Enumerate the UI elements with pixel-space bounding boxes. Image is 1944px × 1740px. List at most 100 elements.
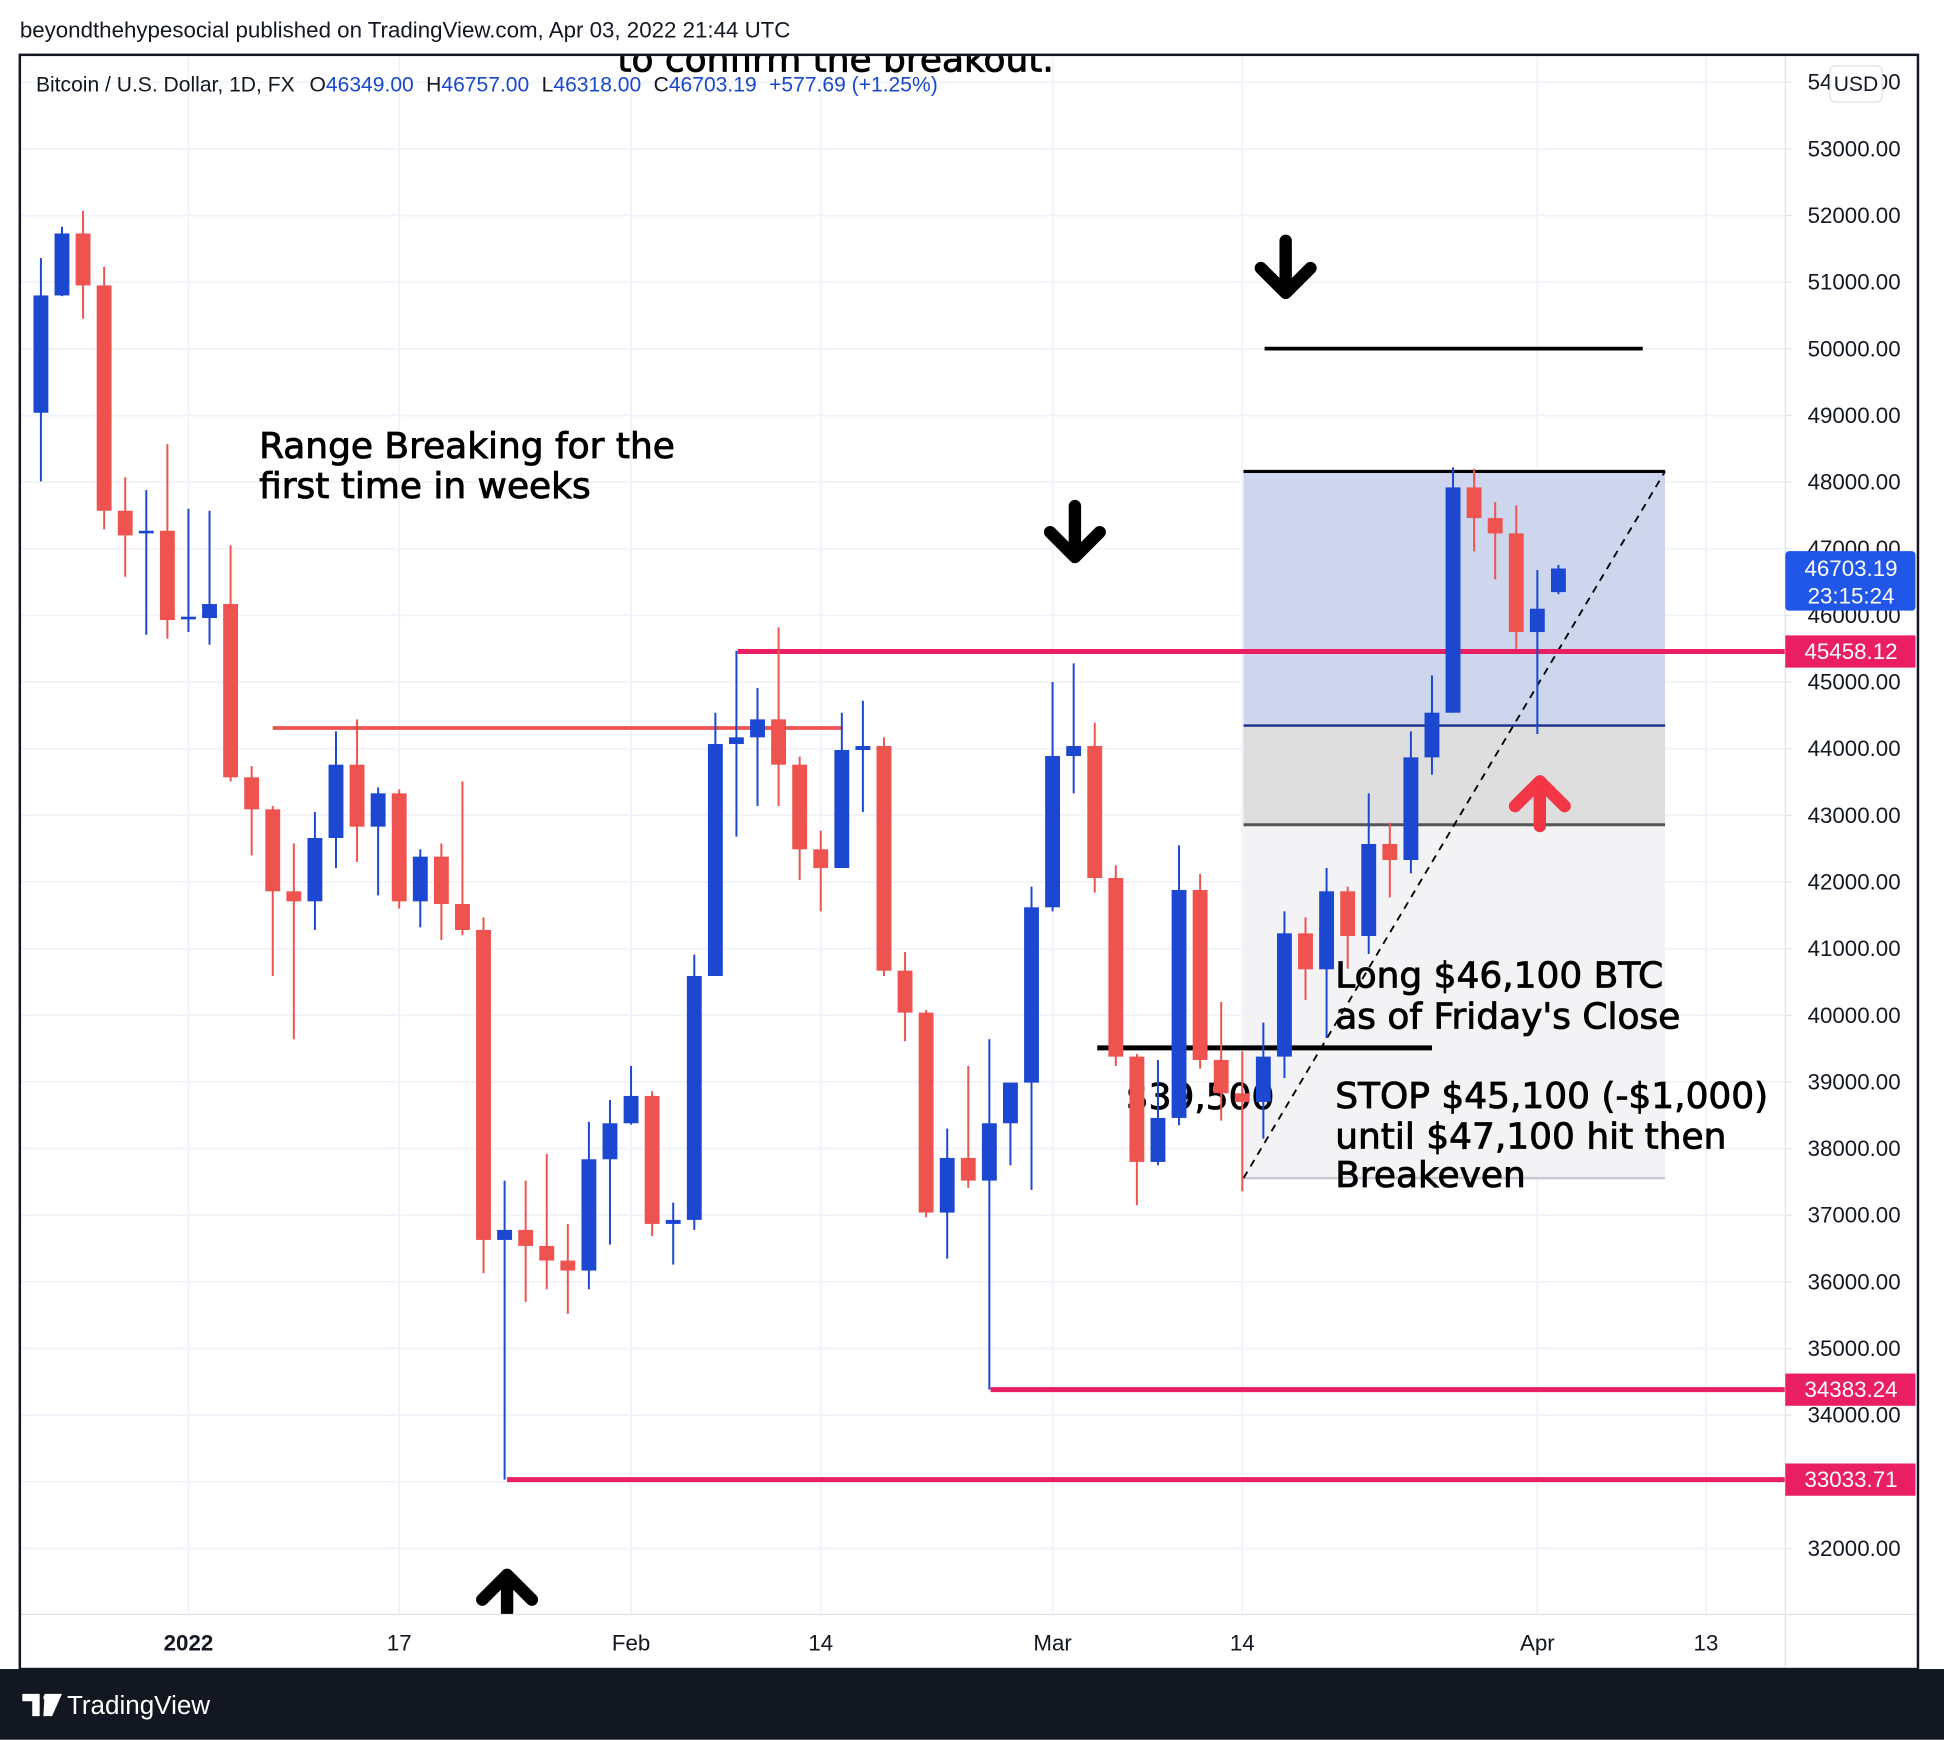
last-price-label: 46703.19 (1805, 556, 1898, 581)
arrows (476, 234, 1571, 1615)
candle-body (939, 1157, 955, 1213)
candle-body (644, 1095, 660, 1224)
ohlc-value: 46318.00 (553, 73, 641, 96)
candle-body (729, 737, 744, 745)
candle-body (1550, 568, 1566, 593)
down-arrow (1254, 234, 1317, 300)
y-tick-label: 45000.00 (1808, 670, 1901, 695)
candle-body (813, 849, 829, 868)
x-tick-label: 14 (1230, 1631, 1255, 1656)
ohlc-value: 46703.19 (669, 73, 757, 96)
candle-body (370, 793, 386, 827)
candle-body (307, 837, 323, 902)
candle-body (1382, 843, 1398, 860)
candle-body (707, 744, 723, 976)
candle-body (855, 746, 871, 751)
candle-body (686, 975, 702, 1220)
levels (507, 649, 1786, 1483)
candle-body (1298, 933, 1313, 970)
y-tick-label: 49000.00 (1808, 403, 1901, 428)
change: +577.69 (+1.25%) (769, 73, 938, 96)
candle-body (1171, 889, 1187, 1118)
y-tick-label: 43000.00 (1808, 803, 1901, 828)
annotation: as of Friday's Close (1335, 996, 1680, 1037)
candle-body (476, 929, 491, 1240)
annotation: Long $46,100 BTC (1335, 956, 1663, 997)
level-label-box (1785, 1463, 1916, 1496)
candle-body (539, 1245, 555, 1261)
candle-body (897, 970, 913, 1013)
candle-body (771, 719, 787, 765)
level-label: 33033.71 (1805, 1467, 1898, 1492)
annotation: first time in weeks (259, 466, 591, 507)
countdown-label: 23:15:24 (1808, 583, 1895, 608)
candle-body (1045, 756, 1061, 908)
candles (33, 210, 1566, 1480)
y-tick-label: 32000.00 (1808, 1536, 1901, 1561)
candle-body (1213, 1059, 1229, 1094)
candle-body (1445, 487, 1461, 713)
candle-body (1361, 843, 1377, 936)
x-tick-label: Apr (1520, 1631, 1555, 1656)
candle-body (244, 777, 260, 810)
footer (0, 1669, 1944, 1740)
candle-body (1129, 1056, 1145, 1162)
candle-body (391, 793, 407, 902)
y-tick-label: 36000.00 (1808, 1269, 1901, 1294)
candle-body (1192, 889, 1208, 1060)
up-arrow (1508, 775, 1571, 833)
candle-body (54, 233, 70, 296)
x-tick-label: Feb (612, 1631, 650, 1656)
y-tick-label: 51000.00 (1808, 270, 1901, 295)
candle-body (623, 1095, 639, 1124)
axes: 32000.0033000.0034000.0035000.0036000.00… (164, 70, 1916, 1656)
ohlc-key: H (426, 73, 441, 96)
y-tick-label: 50000.00 (1808, 336, 1901, 361)
candle-body (181, 616, 196, 620)
ohlc-legend: Bitcoin / U.S. Dollar, 1D, FX O46349.00 H 4… (36, 73, 938, 96)
candle-body (1255, 1056, 1271, 1102)
y-tick-label: 34000.00 (1808, 1403, 1901, 1428)
candle-body (1340, 891, 1356, 936)
annotation: $39,500 (1126, 1077, 1275, 1118)
y-tick-label: 37000.00 (1808, 1203, 1901, 1228)
brand-logo-dot (43, 1693, 51, 1702)
lower-zone (1243, 824, 1666, 1179)
y-tick-label: 53000.00 (1808, 136, 1901, 161)
candle-body (1319, 891, 1335, 970)
symbol: Bitcoin / U.S. Dollar, 1D, FX (36, 73, 295, 96)
y-tick-label: 35000.00 (1808, 1336, 1901, 1361)
y-tick-label: 42000.00 (1808, 869, 1901, 894)
candle-body (1487, 518, 1503, 534)
x-tick-label: 17 (387, 1631, 412, 1656)
y-tick-label: 39000.00 (1808, 1069, 1901, 1094)
ohlc-value: 46349.00 (326, 73, 414, 96)
candle-body (750, 719, 765, 738)
candle-body (202, 604, 217, 619)
up-arrow (476, 1568, 539, 1615)
last-price-box (1785, 551, 1916, 611)
level-label-box (1785, 1373, 1916, 1406)
x-tick-label: 2022 (164, 1631, 214, 1656)
candle-body (581, 1159, 597, 1271)
candle-body (1508, 533, 1524, 633)
candle-body (455, 903, 470, 930)
x-tick-label: Mar (1033, 1631, 1072, 1656)
currency-button[interactable] (1829, 65, 1883, 103)
candle-body (518, 1229, 534, 1246)
candle-body (981, 1123, 997, 1181)
candle-body (349, 764, 365, 827)
candle-body (75, 233, 91, 286)
ohlc-key: O (310, 73, 326, 96)
candle-body (328, 764, 344, 838)
candle-body (1403, 757, 1419, 860)
candle-body (960, 1157, 976, 1181)
candle-body (412, 856, 428, 902)
candle-body (1150, 1117, 1166, 1162)
candle-body (1108, 877, 1124, 1057)
currency-label[interactable]: USD (1834, 73, 1878, 96)
candle-body (159, 530, 175, 621)
candle-body (1276, 933, 1292, 1057)
candle-body (1529, 608, 1545, 633)
